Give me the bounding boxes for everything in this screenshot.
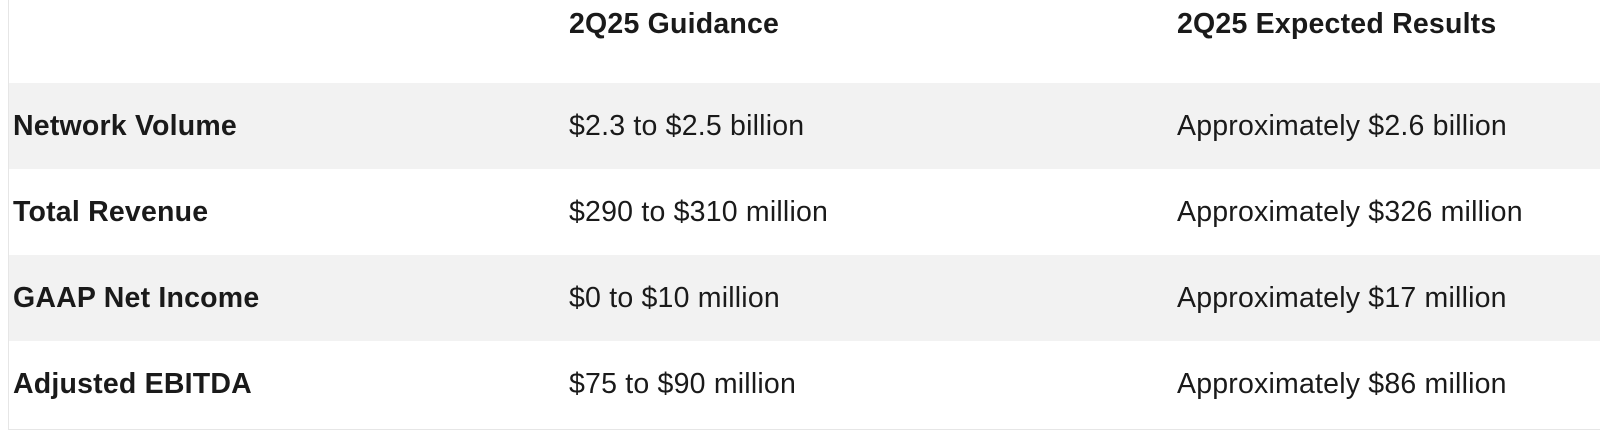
guidance-value: $0 to $10 million	[565, 255, 1173, 341]
expected-value: Approximately $2.6 billion	[1173, 83, 1600, 169]
table-header-row: 2Q25 Guidance 2Q25 Expected Results	[9, 0, 1600, 83]
header-expected-results: 2Q25 Expected Results	[1177, 8, 1497, 40]
table-row: Network Volume $2.3 to $2.5 billion Appr…	[9, 83, 1600, 169]
expected-value: Approximately $17 million	[1173, 255, 1600, 341]
guidance-value: $2.3 to $2.5 billion	[565, 83, 1173, 169]
guidance-table-container: 2Q25 Guidance 2Q25 Expected Results Netw…	[8, 0, 1600, 430]
table-row: GAAP Net Income $0 to $10 million Approx…	[9, 255, 1600, 341]
header-metric	[9, 0, 565, 83]
guidance-value: $290 to $310 million	[565, 169, 1173, 255]
table-row: Adjusted EBITDA $75 to $90 million Appro…	[9, 341, 1600, 427]
guidance-value: $75 to $90 million	[565, 341, 1173, 427]
table-row: Total Revenue $290 to $310 million Appro…	[9, 169, 1600, 255]
guidance-table: 2Q25 Guidance 2Q25 Expected Results Netw…	[9, 0, 1600, 427]
metric-label: Adjusted EBITDA	[9, 341, 565, 427]
metric-label: Network Volume	[9, 83, 565, 169]
expected-value: Approximately $86 million	[1173, 341, 1600, 427]
header-guidance: 2Q25 Guidance	[569, 8, 780, 40]
metric-label: Total Revenue	[9, 169, 565, 255]
expected-value: Approximately $326 million	[1173, 169, 1600, 255]
metric-label: GAAP Net Income	[9, 255, 565, 341]
